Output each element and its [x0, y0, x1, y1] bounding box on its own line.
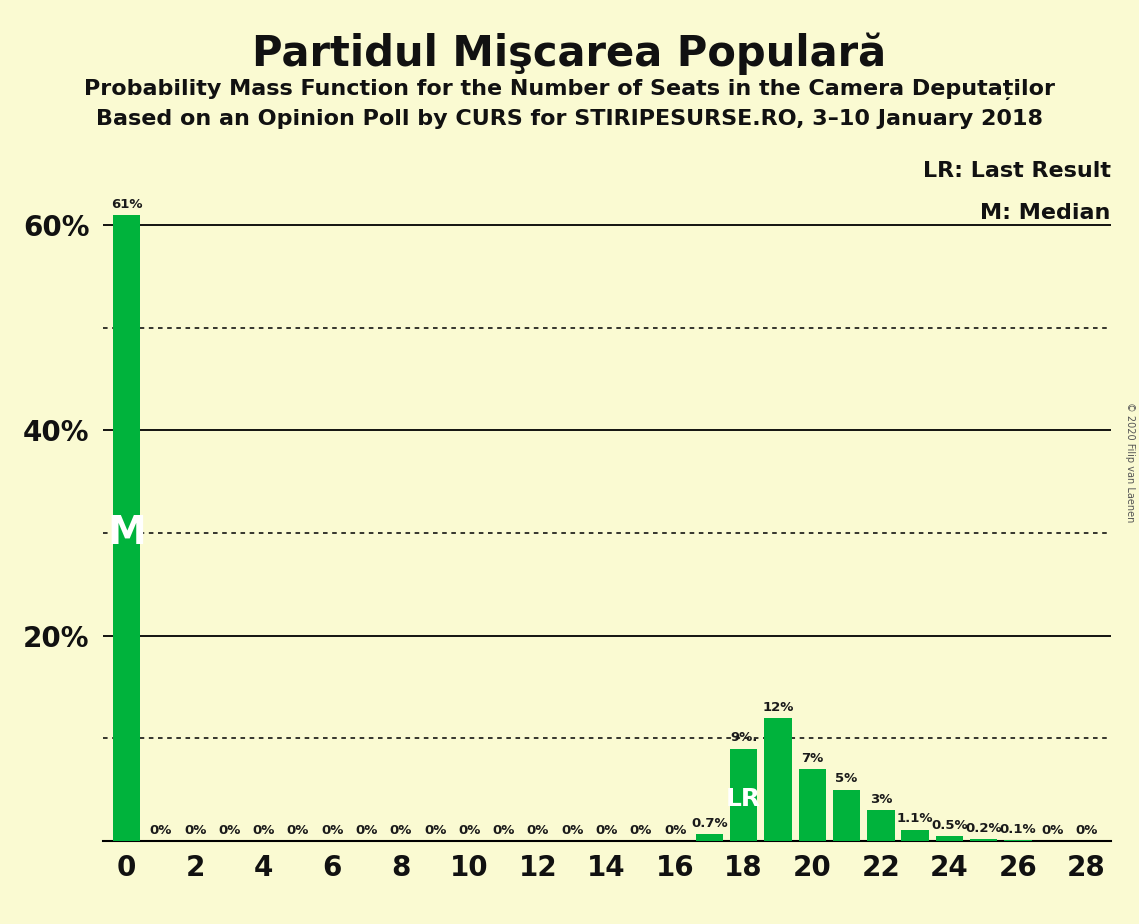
Text: 0%: 0%: [526, 823, 549, 837]
Text: 0%: 0%: [596, 823, 617, 837]
Text: 0.2%: 0.2%: [966, 821, 1002, 834]
Text: 61%: 61%: [110, 198, 142, 211]
Text: 0%: 0%: [287, 823, 309, 837]
Text: 0%: 0%: [630, 823, 652, 837]
Text: 0.1%: 0.1%: [1000, 822, 1036, 835]
Text: 0%: 0%: [1075, 823, 1098, 837]
Text: © 2020 Filip van Laenen: © 2020 Filip van Laenen: [1125, 402, 1134, 522]
Text: 0%: 0%: [562, 823, 583, 837]
Text: 3%: 3%: [869, 793, 892, 806]
Text: Partidul Mişcarea Populară: Partidul Mişcarea Populară: [253, 32, 886, 75]
Text: 0%: 0%: [321, 823, 344, 837]
Text: M: Median: M: Median: [981, 202, 1111, 223]
Text: 0%: 0%: [253, 823, 274, 837]
Bar: [867, 810, 894, 841]
Bar: [1005, 840, 1032, 841]
Bar: [901, 830, 928, 841]
Bar: [935, 835, 964, 841]
Text: 0%: 0%: [492, 823, 515, 837]
Text: 0%: 0%: [219, 823, 240, 837]
Text: 0%: 0%: [424, 823, 446, 837]
Text: M: M: [107, 514, 146, 552]
Text: Based on an Opinion Poll by CURS for STIRIPESURSE.RO, 3–10 January 2018: Based on an Opinion Poll by CURS for STI…: [96, 109, 1043, 129]
Text: 1.1%: 1.1%: [896, 812, 933, 825]
Text: Probability Mass Function for the Number of Seats in the Camera Deputaților: Probability Mass Function for the Number…: [84, 79, 1055, 100]
Text: 9%.: 9%.: [730, 732, 757, 745]
Text: 0.5%: 0.5%: [931, 819, 968, 832]
Bar: [833, 789, 860, 841]
Text: 0%: 0%: [390, 823, 412, 837]
Text: 0%: 0%: [664, 823, 687, 837]
Bar: [970, 839, 998, 841]
Text: LR: Last Result: LR: Last Result: [923, 161, 1111, 181]
Text: 5%: 5%: [835, 772, 858, 785]
Text: 0%: 0%: [1041, 823, 1064, 837]
Text: 0%: 0%: [458, 823, 481, 837]
Bar: [798, 769, 826, 841]
Text: 12%: 12%: [762, 700, 794, 713]
Text: 0.7%: 0.7%: [691, 817, 728, 830]
Bar: [764, 718, 792, 841]
Bar: [113, 215, 140, 841]
Text: LR: LR: [726, 787, 761, 811]
Text: 0%: 0%: [149, 823, 172, 837]
Bar: [730, 748, 757, 841]
Text: 7%: 7%: [801, 752, 823, 765]
Text: 0%: 0%: [183, 823, 206, 837]
Text: 0%: 0%: [355, 823, 378, 837]
Bar: [696, 833, 723, 841]
